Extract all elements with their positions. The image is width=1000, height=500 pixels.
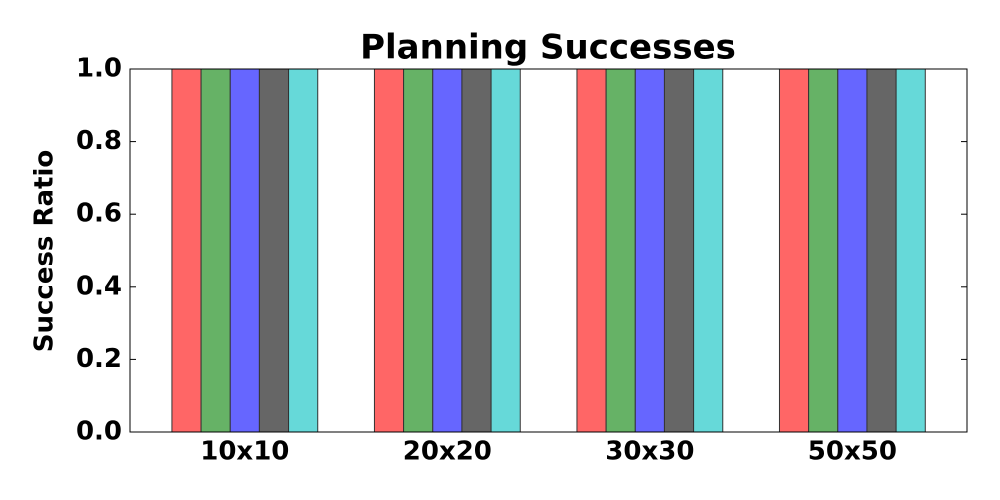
y-tick-label: 0.0 [76,417,122,447]
bar [866,68,897,433]
x-tick-label: 50x50 [808,437,897,467]
x-tick-label: 20x20 [403,437,492,467]
bar [432,68,463,433]
bar [171,68,202,433]
x-tick-label: 10x10 [200,437,289,467]
bar [808,68,839,433]
bar [693,68,724,433]
bar [895,68,926,433]
bar [490,68,521,433]
bar [778,68,810,433]
y-tick-label: 0.2 [76,344,122,374]
plot-frame [129,68,968,433]
y-tick-label: 0.4 [76,271,122,301]
y-tick-label: 0.6 [76,199,122,229]
bar [258,68,290,433]
bar [288,68,319,433]
bar [229,68,260,433]
bar [200,68,231,433]
bar [605,68,636,433]
bar [403,68,434,433]
bar [663,68,695,433]
y-axis-label: Success Ratio [30,150,60,352]
bar [634,68,665,433]
bar [373,68,405,433]
chart-title: Planning Successes [360,28,736,68]
y-tick-label: 1.0 [76,54,122,84]
bar [461,68,492,433]
x-tick-label: 30x30 [605,437,694,467]
bar [837,68,868,433]
bar [576,68,607,433]
y-tick-label: 0.8 [76,126,122,156]
